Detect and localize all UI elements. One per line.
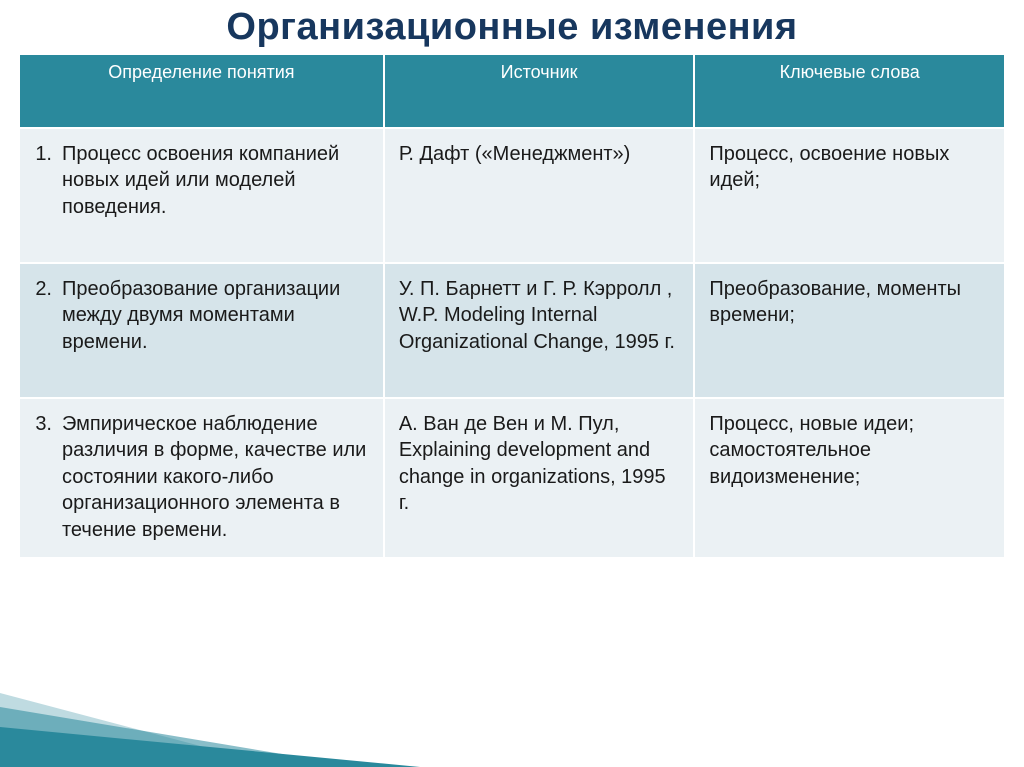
- cell-keywords: Процесс, освоение новых идей;: [694, 128, 1005, 263]
- col-header-source: Источник: [384, 54, 695, 128]
- table-body: 1. Процесс освоения компанией новых идей…: [19, 128, 1005, 558]
- definition-text: Преобразование организации между двумя м…: [62, 276, 369, 355]
- table-header-row: Определение понятия Источник Ключевые сл…: [19, 54, 1005, 128]
- table-row: 2. Преобразование организации между двум…: [19, 263, 1005, 398]
- page-title: Организационные изменения: [0, 0, 1024, 53]
- cell-keywords: Процесс, новые идеи; самостоятельное вид…: [694, 398, 1005, 558]
- corner-accent: [0, 693, 420, 767]
- cell-source: У. П. Барнетт и Г. Р. Кэрролл , W.P. Mod…: [384, 263, 695, 398]
- definitions-table: Определение понятия Источник Ключевые сл…: [18, 53, 1006, 559]
- cell-definition: 1. Процесс освоения компанией новых идей…: [19, 128, 384, 263]
- accent-triangle-icon: [0, 727, 420, 767]
- accent-triangle-icon: [0, 707, 360, 767]
- row-number: 1.: [34, 141, 62, 167]
- table-row: 1. Процесс освоения компанией новых идей…: [19, 128, 1005, 263]
- slide: Организационные изменения Определение по…: [0, 0, 1024, 767]
- accent-triangle-icon: [0, 693, 280, 767]
- cell-definition: 2. Преобразование организации между двум…: [19, 263, 384, 398]
- cell-definition: 3. Эмпирическое наблюдение различия в фо…: [19, 398, 384, 558]
- cell-source: А. Ван де Вен и М. Пул, Explaining devel…: [384, 398, 695, 558]
- row-number: 2.: [34, 276, 62, 302]
- definition-text: Процесс освоения компанией новых идей ил…: [62, 141, 369, 220]
- table-row: 3. Эмпирическое наблюдение различия в фо…: [19, 398, 1005, 558]
- col-header-keywords: Ключевые слова: [694, 54, 1005, 128]
- cell-keywords: Преобразование, моменты времени;: [694, 263, 1005, 398]
- definition-text: Эмпирическое наблюдение различия в форме…: [62, 411, 369, 543]
- row-number: 3.: [34, 411, 62, 437]
- cell-source: Р. Дафт («Менеджмент»): [384, 128, 695, 263]
- col-header-definition: Определение понятия: [19, 54, 384, 128]
